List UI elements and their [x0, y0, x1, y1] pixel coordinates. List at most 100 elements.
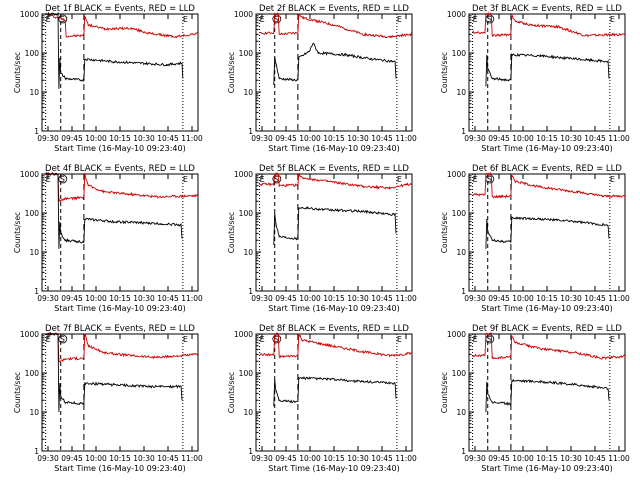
x-tick-label: 10:00 — [85, 134, 107, 143]
y-tick-label: 10 — [456, 248, 466, 257]
x-tick-label: 10:00 — [85, 294, 107, 303]
marker-label: E — [260, 335, 265, 344]
y-axis-label: Counts/sec — [227, 372, 236, 413]
x-tick-label: 10:30 — [560, 134, 582, 143]
y-tick-label: 100 — [452, 209, 467, 218]
y-tick-label: 10 — [29, 248, 39, 257]
marker-label: S — [60, 175, 65, 184]
marker-circle — [58, 174, 68, 184]
y-tick-label: 100 — [25, 49, 40, 58]
x-axis-label: Start Time (16-May-10 09:23:40) — [54, 464, 185, 473]
marker-label: E — [610, 175, 615, 184]
y-tick-label: 1 — [34, 287, 39, 296]
x-tick-label: 10:30 — [560, 454, 582, 463]
series-line-black — [45, 331, 183, 413]
marker-label: S — [60, 335, 65, 344]
marker-circle — [58, 334, 68, 344]
marker-label: S — [274, 175, 279, 184]
x-tick-label: 10:45 — [584, 294, 606, 303]
panel-5: Det 5f BLACK = Events, RED = LLD 1 10 100 10… — [227, 164, 417, 313]
x-tick-label: 09:45 — [275, 294, 297, 303]
y-tick-label: 10 — [456, 408, 466, 417]
x-tick-label: 11:00 — [181, 134, 203, 143]
x-tick-label: 10:45 — [157, 454, 179, 463]
plot-frame — [41, 173, 199, 292]
y-tick-label: 1000 — [20, 10, 39, 19]
y-tick-label: 10 — [243, 88, 253, 97]
y-axis-label: Counts/sec — [13, 52, 22, 93]
panel-6: Det 6f BLACK = Events, RED = LLD 1 10 100 10… — [440, 164, 630, 313]
x-tick-label: 09:30 — [464, 294, 486, 303]
series-line-red — [472, 332, 626, 360]
x-axis-label: Start Time (16-May-10 09:23:40) — [481, 144, 612, 153]
y-tick-label: 1000 — [234, 330, 253, 339]
panel-title: Det 8f BLACK = Events, RED = LLD — [259, 324, 409, 334]
series-line-black — [45, 11, 184, 89]
x-tick-label: 10:15 — [323, 294, 345, 303]
marker-label: S — [487, 15, 492, 24]
x-tick-label: 10:45 — [371, 294, 393, 303]
marker-label: S — [274, 335, 279, 344]
x-tick-label: 09:30 — [37, 294, 59, 303]
x-tick-label: 10:30 — [133, 294, 155, 303]
series-line-red — [259, 332, 413, 359]
panel-3: Det 3f BLACK = Events, RED = LLD 1 10 100 10… — [440, 4, 630, 153]
panel-title: Det 3f BLACK = Events, RED = LLD — [472, 4, 622, 14]
y-tick-label: 1000 — [234, 170, 253, 179]
x-tick-label: 10:15 — [323, 454, 345, 463]
x-tick-label: 10:30 — [347, 294, 369, 303]
x-tick-label: 10:45 — [157, 134, 179, 143]
panel-title: Det 1f BLACK = Events, RED = LLD — [45, 4, 195, 14]
marker-label: E — [397, 335, 402, 344]
marker-label: E — [46, 175, 51, 184]
x-tick-label: 09:45 — [488, 294, 510, 303]
x-tick-label: 10:30 — [347, 134, 369, 143]
x-tick-label: 10:45 — [584, 134, 606, 143]
x-tick-label: 10:30 — [133, 454, 155, 463]
marker-label: E — [397, 175, 402, 184]
y-tick-label: 1000 — [447, 10, 466, 19]
marker-label: E — [183, 15, 188, 24]
marker-label: E — [473, 15, 478, 24]
y-tick-label: 100 — [239, 209, 254, 218]
marker-label: S — [274, 15, 279, 24]
marker-label: E — [46, 335, 51, 344]
marker-label: E — [473, 175, 478, 184]
x-tick-label: 10:45 — [371, 134, 393, 143]
x-tick-label: 09:45 — [275, 454, 297, 463]
marker-label: E — [397, 15, 402, 24]
x-tick-label: 09:45 — [275, 134, 297, 143]
x-tick-label: 10:15 — [109, 454, 131, 463]
y-axis-label: Counts/sec — [440, 372, 449, 413]
y-tick-label: 1000 — [234, 10, 253, 19]
marker-label: E — [610, 335, 615, 344]
x-tick-label: 10:00 — [299, 134, 321, 143]
y-axis-label: Counts/sec — [440, 52, 449, 93]
marker-circle — [272, 334, 282, 344]
marker-circle — [272, 14, 282, 24]
x-tick-label: 11:00 — [395, 294, 417, 303]
x-tick-label: 10:45 — [584, 454, 606, 463]
panel-title: Det 2f BLACK = Events, RED = LLD — [259, 4, 409, 14]
marker-label: S — [487, 175, 492, 184]
marker-label: S — [487, 335, 492, 344]
series-line-red — [472, 11, 626, 38]
x-tick-label: 11:00 — [395, 454, 417, 463]
x-axis-label: Start Time (16-May-10 09:23:40) — [268, 144, 399, 153]
x-tick-label: 11:00 — [608, 294, 630, 303]
panel-title: Det 7f BLACK = Events, RED = LLD — [45, 324, 195, 334]
x-tick-label: 10:30 — [347, 454, 369, 463]
x-tick-label: 10:15 — [536, 134, 558, 143]
y-tick-label: 1000 — [20, 170, 39, 179]
panel-title: Det 6f BLACK = Events, RED = LLD — [472, 164, 622, 174]
x-tick-label: 10:00 — [512, 454, 534, 463]
panel-title: Det 4f BLACK = Events, RED = LLD — [45, 164, 195, 174]
series-line-black — [273, 376, 397, 407]
x-tick-label: 10:30 — [560, 294, 582, 303]
x-tick-label: 09:45 — [488, 454, 510, 463]
x-tick-label: 09:30 — [37, 454, 59, 463]
y-tick-label: 10 — [29, 408, 39, 417]
y-tick-label: 100 — [452, 49, 467, 58]
x-tick-label: 10:00 — [85, 454, 107, 463]
